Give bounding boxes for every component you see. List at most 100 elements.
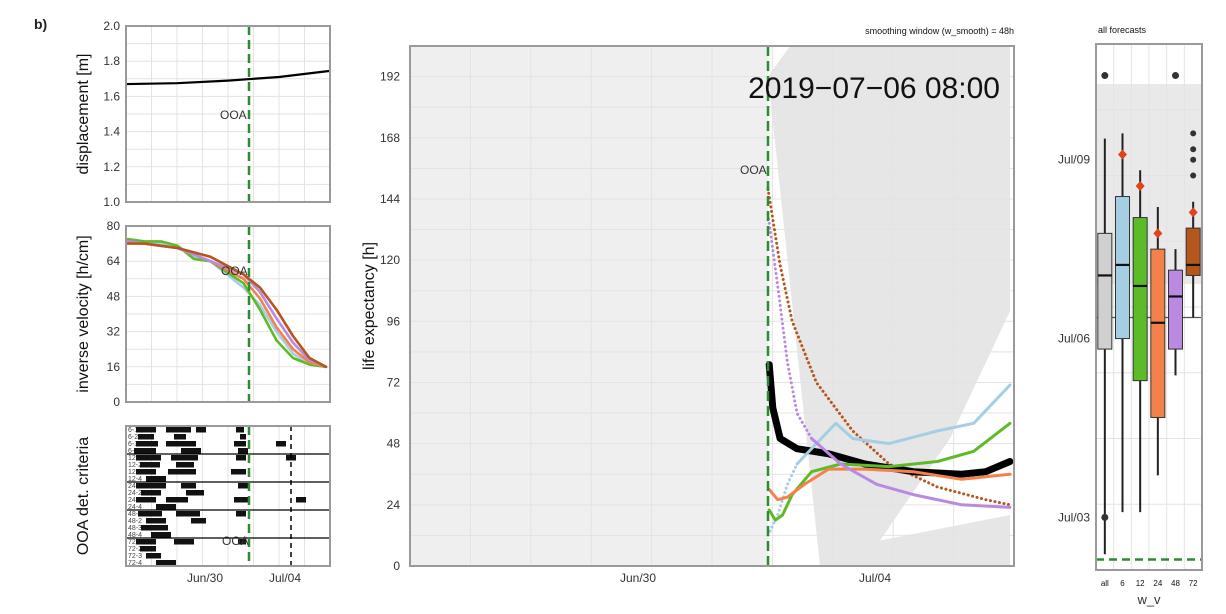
crit-cell (238, 448, 248, 454)
crit-cell (236, 427, 244, 433)
crit-cell (168, 469, 196, 475)
invv-series-w6 (126, 237, 328, 369)
left-xtick: Jun/30 (187, 571, 223, 585)
crit-cell (236, 455, 246, 461)
crit-row-label: 48-4 (128, 532, 142, 539)
crit-cell (138, 511, 162, 517)
crit-row-label: 72-4 (128, 560, 142, 567)
life-ooa-label: OOA (740, 163, 767, 177)
crit-cell (140, 546, 156, 552)
crit-cell (156, 560, 176, 566)
crit-row-label: 12-4 (128, 476, 142, 483)
invv-ylabel: inverse velocity [h/cm] (75, 235, 92, 392)
box-outlier (1190, 146, 1197, 153)
crit-row-label: 6-4 (128, 448, 138, 455)
crit-cell (181, 483, 196, 489)
box-body (1132, 217, 1148, 382)
box-outlier (1190, 156, 1197, 163)
box-body (1097, 232, 1113, 350)
crit-cell (191, 518, 206, 524)
crit-row-label: 6-3 (128, 441, 138, 448)
box-frame (1095, 43, 1203, 571)
crit-row-label: 24-2 (128, 490, 142, 497)
life-ytick: 72 (387, 375, 401, 389)
crit-row-label: 48-2 (128, 518, 142, 525)
box-diamond-marker (1118, 149, 1127, 160)
box-body (1115, 196, 1130, 340)
box-ytick: Jul/03 (1058, 510, 1090, 524)
life-title: 2019−07−06 08:00 (748, 72, 1000, 105)
crit-cell (174, 539, 194, 545)
life-ytick: 192 (380, 70, 400, 84)
life-xtick: Jul/04 (859, 571, 891, 585)
crit-row-label: 12-2 (128, 462, 142, 469)
life-series-w6 (795, 383, 1012, 466)
crit-frame (125, 425, 331, 567)
crit-cell (240, 434, 246, 440)
life-series-w48-dotted (766, 212, 814, 440)
crit-cell (136, 469, 156, 475)
crit-cell (136, 455, 161, 461)
crit-cell (231, 469, 246, 475)
life-series-w72-dotted (766, 187, 1012, 507)
crit-cell (238, 539, 246, 545)
crit-row-label: 72-1 (128, 539, 142, 546)
life-frame (409, 45, 1015, 567)
box-ytick: Jul/06 (1058, 332, 1090, 346)
crit-cell (176, 462, 194, 468)
life-ytick: 168 (380, 131, 400, 145)
crit-row-label: 48-3 (128, 525, 142, 532)
invv-ytick: 32 (107, 325, 121, 339)
crit-cell (186, 490, 204, 496)
crit-cell (234, 497, 248, 503)
life-ytick: 24 (387, 498, 401, 512)
disp-ytick: 1.0 (103, 195, 120, 209)
crit-row-label: 12-1 (128, 455, 142, 462)
crit-cell (136, 427, 156, 433)
disp-ylabel: displacement [m] (75, 54, 92, 175)
box-diamond-marker (1188, 207, 1198, 218)
disp-series-line (124, 69, 332, 86)
invv-ytick: 16 (107, 360, 121, 374)
crit-cell (136, 539, 156, 545)
crit-row-label: 72-2 (128, 546, 142, 553)
crit-cell (238, 483, 250, 489)
box-xtick: 24 (1153, 579, 1162, 588)
crit-cell (136, 441, 158, 447)
crit-ylabel: OOA det. criteria (75, 437, 92, 555)
invv-ooa-label: OOA (221, 264, 248, 278)
crit-cell (166, 427, 191, 433)
crit-cell (156, 504, 176, 510)
life-ylabel: life expectancy [h] (361, 242, 378, 370)
crit-cell (141, 490, 161, 496)
box-body (1185, 227, 1201, 276)
life-series-w48 (810, 437, 1012, 509)
crit-cell (146, 476, 166, 482)
crit-cell (234, 441, 246, 447)
crit-cell (141, 525, 168, 531)
disp-frame (125, 25, 331, 203)
crit-cell (174, 434, 186, 440)
invv-series-w48 (126, 240, 328, 369)
box-diamond-marker (1135, 181, 1145, 192)
life-ytick: 96 (387, 314, 401, 328)
crit-row-label: 24-4 (128, 504, 142, 511)
box-xtick: 72 (1189, 579, 1198, 588)
disp-ytick: 1.4 (103, 125, 120, 139)
box-xtick: 48 (1171, 579, 1180, 588)
crit-cell (296, 497, 306, 503)
invv-ytick: 48 (107, 289, 121, 303)
crit-cell (151, 532, 171, 538)
box-body (1168, 269, 1183, 350)
life-ytick: 120 (380, 253, 400, 267)
crit-cell (140, 462, 160, 468)
life-series-w6-dotted (766, 462, 799, 537)
crit-cell (146, 518, 166, 524)
disp-ytick: 2.0 (103, 19, 120, 33)
crit-cell (196, 427, 206, 433)
panel-letter: b) (34, 16, 48, 32)
life-subtitle: smoothing window (w_smooth) = 48h (865, 26, 1014, 36)
life-series-all (765, 361, 1014, 478)
invv-frame (125, 225, 331, 403)
disp-ytick: 1.6 (103, 89, 120, 103)
